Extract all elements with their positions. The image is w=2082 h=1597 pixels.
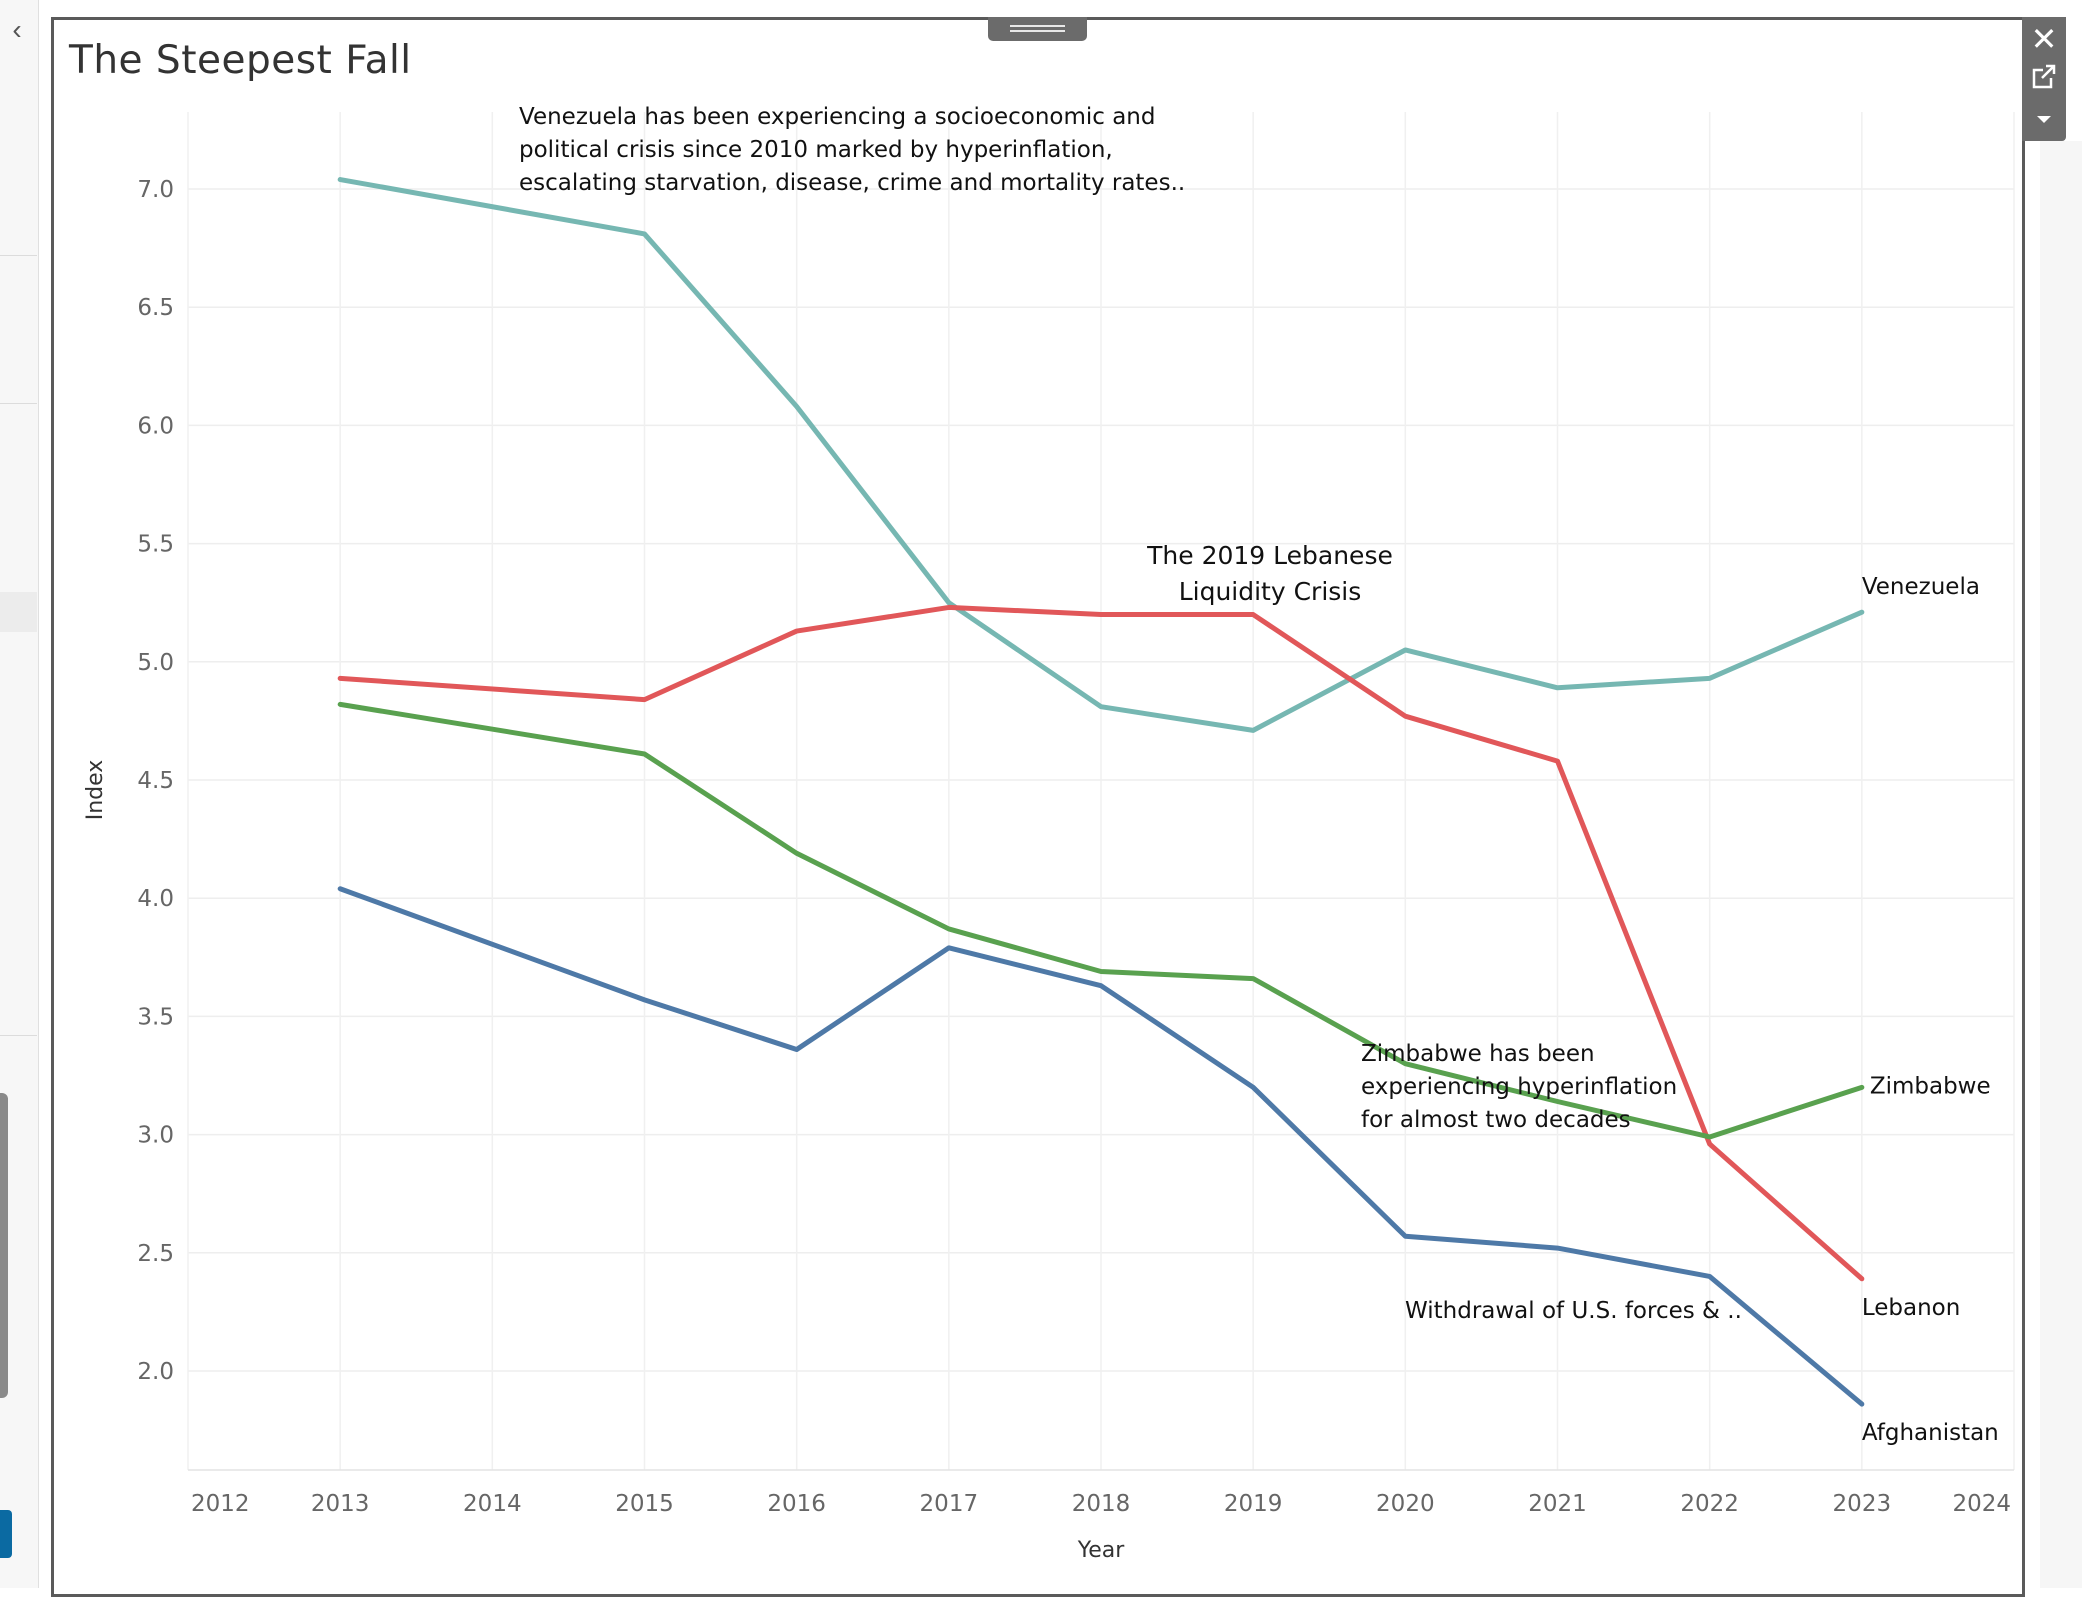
x-tick-label: 2017 <box>920 1491 979 1517</box>
panel-divider <box>0 1035 37 1036</box>
y-tick-label: 5.0 <box>137 650 174 676</box>
left-panel: ‹ <box>0 0 39 1588</box>
x-tick-label: 2018 <box>1072 1491 1131 1517</box>
series-lines <box>337 177 1865 1407</box>
x-tick-label: 2022 <box>1680 1491 1739 1517</box>
y-tick-label: 7.0 <box>137 177 174 203</box>
x-axis-title: Year <box>1077 1538 1126 1563</box>
x-tick-label: 2020 <box>1376 1491 1435 1517</box>
annotation-zimbabwe: for almost two decades <box>1361 1107 1631 1133</box>
series-line-afghanistan[interactable] <box>337 886 1865 1407</box>
x-tick-label: 2013 <box>311 1491 370 1517</box>
panel-highlight <box>0 592 37 632</box>
chart-title: The Steepest Fall <box>69 38 412 83</box>
x-tick-label: 2019 <box>1224 1491 1283 1517</box>
series-line-lebanon[interactable] <box>337 604 1865 1282</box>
annotation-lebanon: The 2019 Lebanese <box>1146 541 1393 570</box>
annotation-venezuela: political crisis since 2010 marked by hy… <box>519 137 1113 163</box>
y-tick-label: 4.5 <box>137 768 174 794</box>
annotation-venezuela: Venezuela has been experiencing a socioe… <box>519 104 1156 130</box>
y-axis-title: Index <box>83 760 108 821</box>
annotation-zimbabwe: experiencing hyperinflation <box>1361 1074 1677 1100</box>
right-gutter <box>2040 141 2082 1588</box>
viz-frame <box>51 17 2025 1597</box>
series-labels: Venezuela Lebanon Zimbabwe Afghanistan <box>1862 574 1999 1446</box>
scrollbar-thumb[interactable] <box>0 1093 8 1398</box>
x-tick-label: 2016 <box>767 1491 826 1517</box>
panel-tab[interactable] <box>0 1510 12 1558</box>
y-tick-label: 4.0 <box>137 886 174 912</box>
y-tick-label: 5.5 <box>137 532 174 558</box>
y-tick-label: 6.5 <box>137 295 174 321</box>
annotation-venezuela: escalating starvation, disease, crime an… <box>519 170 1185 196</box>
x-tick-label: 2012 <box>191 1491 250 1517</box>
y-tick-label: 3.5 <box>137 1004 174 1030</box>
panel-divider <box>0 403 37 404</box>
series-line-venezuela[interactable] <box>337 177 1865 733</box>
y-axis-ticks: 2.0 2.5 3.0 3.5 4.0 4.5 5.0 5.5 6.0 6.5 7.0 <box>137 177 174 1385</box>
x-tick-label: 2014 <box>463 1491 522 1517</box>
y-tick-label: 6.0 <box>137 413 174 439</box>
series-line-zimbabwe[interactable] <box>337 701 1865 1140</box>
x-tick-label: 2023 <box>1833 1491 1892 1517</box>
x-tick-label: 2015 <box>615 1491 674 1517</box>
gridlines <box>187 112 2015 1471</box>
annotation-zimbabwe: Zimbabwe has been <box>1361 1041 1595 1067</box>
series-label-lebanon: Lebanon <box>1862 1295 1960 1321</box>
annotations: Venezuela has been experiencing a socioe… <box>519 104 1742 1324</box>
y-tick-label: 2.0 <box>137 1359 174 1385</box>
chevron-left-icon[interactable]: ‹ <box>12 14 22 45</box>
x-axis-ticks: 2012 2013 2014 2015 2016 2017 2018 2019 2020 2021… <box>191 1491 2011 1517</box>
x-tick-label: 2024 <box>1952 1491 2011 1517</box>
external-link-icon[interactable] <box>2022 59 2066 97</box>
viz-toolbar: ✕ <box>2022 17 2066 141</box>
y-tick-label: 3.0 <box>137 1123 174 1149</box>
x-tick-label: 2021 <box>1528 1491 1587 1517</box>
annotation-afghanistan: Withdrawal of U.S. forces & .. <box>1405 1298 1742 1324</box>
panel-divider <box>0 255 37 256</box>
annotation-lebanon: Liquidity Crisis <box>1179 577 1362 606</box>
series-label-afghanistan: Afghanistan <box>1862 1420 1999 1446</box>
series-label-zimbabwe: Zimbabwe <box>1870 1073 1991 1099</box>
series-label-venezuela: Venezuela <box>1862 574 1980 600</box>
y-tick-label: 2.5 <box>137 1241 174 1267</box>
caret-down-icon[interactable] <box>2022 101 2066 139</box>
drag-handle[interactable] <box>988 17 1087 41</box>
close-icon[interactable]: ✕ <box>2030 20 2058 58</box>
